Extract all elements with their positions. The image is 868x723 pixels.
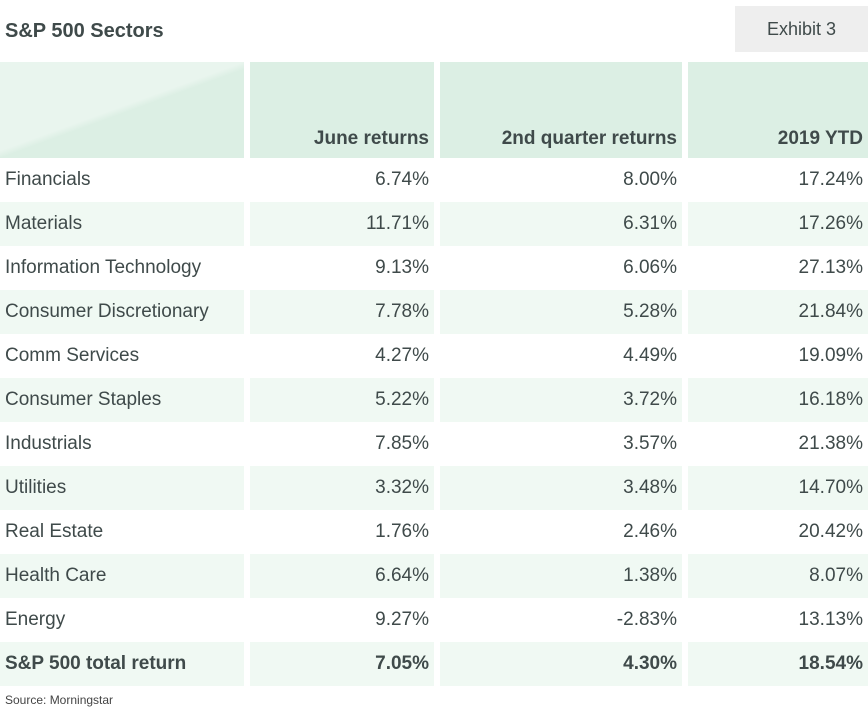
table-row: Materials 11.71% 6.31% 17.26% (0, 202, 868, 246)
ytd-return-cell: 27.13% (798, 257, 863, 278)
q2-return-cell: 5.28% (440, 290, 682, 334)
sector-name-cell: Financials (5, 169, 91, 190)
q2-return-cell: 4.49% (623, 345, 677, 366)
total-sector-name-cell: S&P 500 total return (0, 642, 244, 686)
june-return-cell: 4.27% (375, 345, 429, 366)
sector-name-cell: Industrials (5, 433, 92, 454)
table-row: Comm Services 4.27% 4.49% 19.09% (0, 334, 868, 378)
ytd-return-cell: 17.26% (688, 202, 868, 246)
total-june-return-cell: 7.05% (250, 642, 434, 686)
q2-return-cell: 2.46% (623, 521, 677, 542)
june-return-cell: 7.78% (250, 290, 434, 334)
q2-return-cell: 3.48% (440, 466, 682, 510)
sector-name-cell: Consumer Staples (0, 378, 244, 422)
q2-return-cell: 3.72% (440, 378, 682, 422)
june-return-cell: 9.13% (375, 257, 429, 278)
ytd-return-cell: 19.09% (798, 345, 863, 366)
sector-name-cell: Health Care (0, 554, 244, 598)
q2-return-cell: 1.38% (440, 554, 682, 598)
q2-return-cell: 6.31% (440, 202, 682, 246)
table-row: Industrials 7.85% 3.57% 21.38% (0, 422, 868, 466)
ytd-return-cell: 13.13% (798, 609, 863, 630)
table-row: Health Care 6.64% 1.38% 8.07% (0, 554, 868, 598)
june-return-cell: 6.74% (375, 169, 429, 190)
sector-name-cell: Materials (0, 202, 244, 246)
table-row: Consumer Staples 5.22% 3.72% 16.18% (0, 378, 868, 422)
chart-title: S&P 500 Sectors (5, 20, 164, 42)
header-q2-returns: 2nd quarter returns (440, 62, 682, 158)
sector-name-cell: Energy (5, 609, 66, 630)
header-2019-ytd: 2019 YTD (688, 62, 868, 158)
june-return-cell: 7.85% (375, 433, 429, 454)
june-return-cell: 3.32% (250, 466, 434, 510)
total-q2-return-cell: 4.30% (440, 642, 682, 686)
table-row: Financials 6.74% 8.00% 17.24% (0, 158, 868, 202)
q2-return-cell: -2.83% (616, 609, 677, 630)
ytd-return-cell: 14.70% (688, 466, 868, 510)
sector-name-cell: Comm Services (5, 345, 140, 366)
total-ytd-return-cell: 18.54% (688, 642, 868, 686)
june-return-cell: 9.27% (375, 609, 429, 630)
ytd-return-cell: 21.84% (688, 290, 868, 334)
header-june-returns: June returns (250, 62, 434, 158)
table-row: Energy 9.27% -2.83% 13.13% (0, 598, 868, 642)
ytd-return-cell: 20.42% (798, 521, 863, 542)
q2-return-cell: 8.00% (623, 169, 677, 190)
june-return-cell: 11.71% (250, 202, 434, 246)
sector-name-cell: Consumer Discretionary (0, 290, 244, 334)
q2-return-cell: 6.06% (623, 257, 677, 278)
q2-return-cell: 3.57% (623, 433, 677, 454)
ytd-return-cell: 17.24% (798, 169, 863, 190)
sector-name-cell: Utilities (0, 466, 244, 510)
table-row: Utilities 3.32% 3.48% 14.70% (0, 466, 868, 510)
sector-name-cell: Information Technology (5, 257, 202, 278)
sector-name-cell: Real Estate (5, 521, 104, 542)
header-corner-cell (0, 62, 244, 158)
source-note: Source: Morningstar (5, 693, 114, 707)
june-return-cell: 5.22% (250, 378, 434, 422)
sector-returns-table: June returns 2nd quarter returns 2019 YT… (0, 62, 868, 686)
june-return-cell: 1.76% (375, 521, 429, 542)
header-row: June returns 2nd quarter returns 2019 YT… (0, 62, 868, 158)
exhibit-label: Exhibit 3 (735, 6, 868, 52)
ytd-return-cell: 21.38% (798, 433, 863, 454)
table-row: Information Technology 9.13% 6.06% 27.13% (0, 246, 868, 290)
total-row: S&P 500 total return 7.05% 4.30% 18.54% (0, 642, 868, 686)
table-row: Consumer Discretionary 7.78% 5.28% 21.84% (0, 290, 868, 334)
table-row: Real Estate 1.76% 2.46% 20.42% (0, 510, 868, 554)
june-return-cell: 6.64% (250, 554, 434, 598)
ytd-return-cell: 8.07% (688, 554, 868, 598)
ytd-return-cell: 16.18% (688, 378, 868, 422)
